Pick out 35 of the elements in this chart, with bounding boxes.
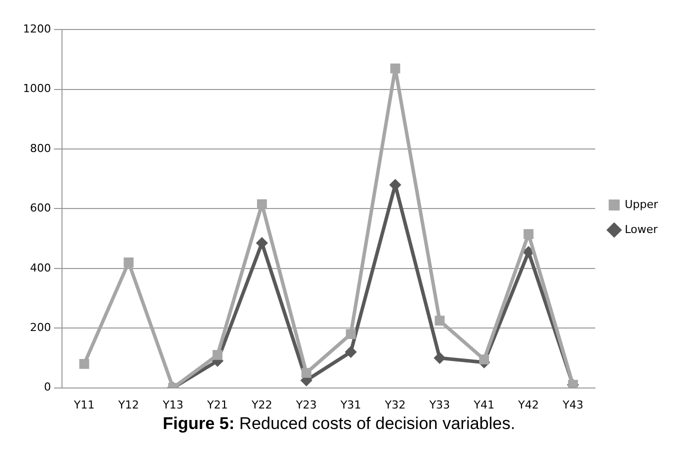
- x-tick-label: Y41: [472, 398, 494, 412]
- point: [390, 63, 400, 74]
- y-tick-label: 400: [30, 261, 51, 274]
- point: [79, 358, 90, 369]
- point: [346, 329, 356, 340]
- legend-label: Upper: [624, 198, 658, 211]
- y-tick-label: 0: [44, 380, 51, 394]
- y-tick-label: 1000: [22, 82, 51, 96]
- x-tick-label: Y33: [428, 398, 450, 412]
- point: [256, 199, 267, 210]
- point: [524, 229, 534, 240]
- y-tick-label: 800: [30, 142, 51, 155]
- point: [344, 346, 357, 358]
- caption: Figure 5: Reduced costs of decision variables.: [162, 414, 516, 434]
- point: [434, 352, 446, 364]
- point: [124, 257, 134, 268]
- y-tick-label: 200: [30, 320, 51, 334]
- x-tick-label: Y32: [384, 398, 406, 412]
- point: [434, 316, 445, 326]
- point: [212, 350, 222, 360]
- x-tick-label: Y12: [117, 398, 140, 412]
- x-tick-label: Y23: [295, 398, 317, 412]
- x-tick-label: Y42: [517, 398, 539, 412]
- y-tick-label: 1200: [22, 22, 51, 36]
- point: [479, 354, 490, 364]
- point: [256, 237, 268, 250]
- x-tick-label: Y43: [562, 398, 584, 412]
- x-tick-label: Y13: [162, 398, 184, 412]
- y-tick-label: 600: [30, 202, 51, 215]
- x-tick-label: Y21: [206, 398, 228, 412]
- x-tick-label: Y22: [250, 398, 272, 412]
- point: [301, 368, 312, 378]
- legend-label: Lower: [624, 222, 658, 236]
- x-tick-label: Y11: [72, 398, 95, 412]
- x-tick-label: Y31: [339, 398, 362, 412]
